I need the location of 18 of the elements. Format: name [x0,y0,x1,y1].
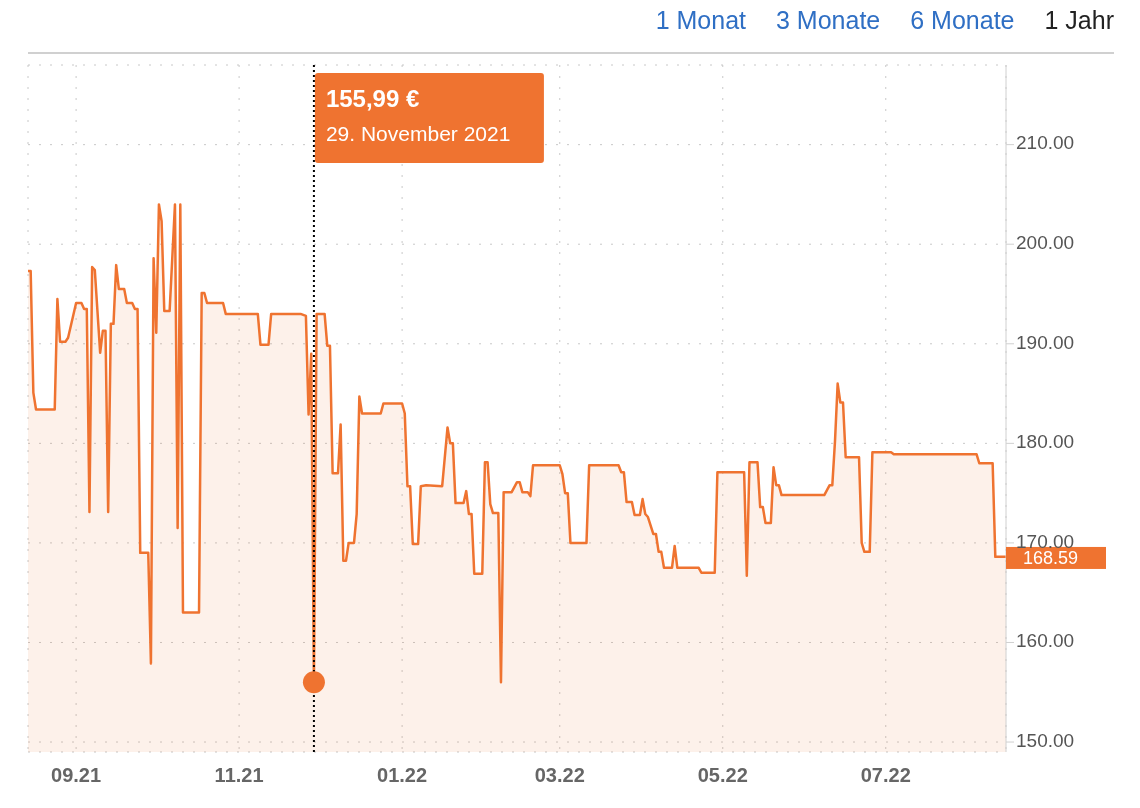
annotation: 155,99 € [325,85,420,112]
x-tick-label: 01.22 [377,764,428,787]
x-tick-label: 05.22 [697,764,748,787]
y-tick-label: 210.00 [1016,132,1075,154]
y-tick-label: 150.00 [1016,729,1075,751]
text: 1 Monat [655,6,747,35]
y-tick-label: 160.00 [1016,630,1075,652]
x-tick-label: 03.22 [534,764,585,787]
annotation: 29. November 2021 [325,122,511,145]
text: 3 Monate [776,6,881,35]
y-tick-label: 200.00 [1016,231,1075,253]
x-tick-label: 07.22 [860,764,911,787]
x-tick-label: 09.21 [51,764,102,787]
x-tick-label: 11.21 [214,764,264,787]
text: 1 Jahr [1044,6,1114,35]
text: 6 Monate [910,6,1015,35]
y-tick-label: 190.00 [1016,331,1075,353]
y-tick-label: 180.00 [1016,431,1075,453]
